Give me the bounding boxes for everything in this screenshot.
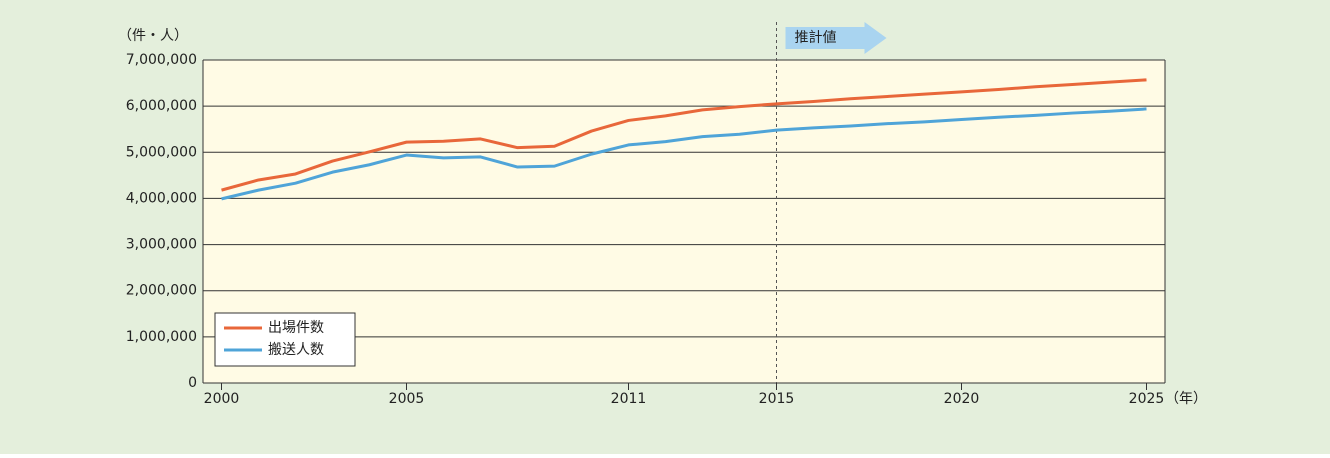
x-tick-label: 2025: [1129, 391, 1165, 407]
x-tick-label: 2000: [204, 391, 240, 407]
y-tick-label: 2,000,000: [126, 283, 197, 299]
y-tick-label: 5,000,000: [126, 144, 197, 160]
forecast-label: 推計値: [795, 30, 837, 46]
y-tick-label: 4,000,000: [126, 190, 197, 206]
x-tick-label: 2005: [389, 391, 425, 407]
y-tick-label: 3,000,000: [126, 237, 197, 253]
legend-label: 出場件数: [268, 320, 324, 336]
x-tick-label: 2015: [759, 391, 795, 407]
series-line: [221, 78, 1147, 192]
legend-label: 搬送人数: [268, 342, 324, 358]
legend-box: [214, 312, 356, 367]
forecast-arrow: [785, 22, 887, 54]
x-tick-label: 2011: [611, 391, 647, 407]
y-tick-label: 1,000,000: [126, 329, 197, 345]
y-tick-label: 6,000,000: [126, 98, 197, 114]
y-axis-label: （件・人）: [118, 28, 188, 44]
series-line: [221, 107, 1147, 201]
x-tick-label: 2020: [944, 391, 980, 407]
y-tick-label: 7,000,000: [126, 52, 197, 68]
x-axis-label: （年）: [1165, 391, 1207, 407]
y-tick-label: 0: [188, 375, 197, 391]
